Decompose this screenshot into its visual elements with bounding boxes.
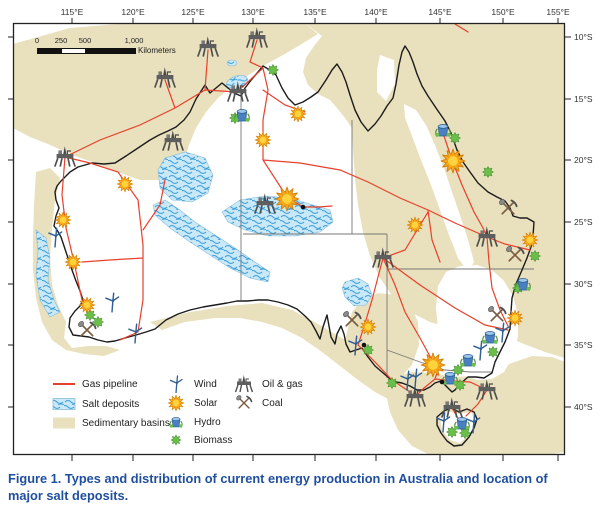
legend-item-salt-deposits: Salt deposits	[50, 395, 139, 413]
scale-label: 500	[78, 36, 92, 45]
lon-label: 155°E	[546, 7, 570, 17]
well-dot-icon	[300, 204, 306, 210]
lat-label: 25°S	[574, 217, 593, 227]
map-layers	[13, 23, 565, 455]
oil-gas-icon	[234, 375, 254, 393]
figure-caption: Figure 1. Types and distribution of curr…	[8, 471, 588, 504]
legend-item-biomass: Biomass	[162, 431, 232, 449]
lon-label: 125°E	[181, 7, 205, 17]
legend-label: Solar	[194, 397, 218, 409]
scale-label: 0	[34, 36, 40, 45]
legend-item-gas-pipeline: Gas pipeline	[50, 375, 138, 393]
scale-segment	[85, 48, 136, 54]
state-borders	[240, 96, 534, 378]
scale-label: 250	[54, 36, 68, 45]
legend-label: Wind	[194, 378, 217, 390]
biomass-icon	[92, 316, 104, 328]
axis-ticks	[8, 18, 571, 461]
biomass-icon	[487, 346, 499, 358]
legend-label: Oil & gas	[262, 378, 303, 390]
solar-icon	[289, 105, 307, 123]
scale-unit: Kilometers	[138, 46, 176, 55]
legend-item-solar: Solar	[162, 394, 217, 412]
well-dot-icon	[361, 342, 367, 348]
solar-icon	[167, 394, 185, 412]
lon-label: 120°E	[121, 7, 145, 17]
coal-icon	[234, 394, 253, 409]
solar-icon	[54, 211, 72, 229]
lat-label: 35°S	[574, 340, 593, 350]
legend-label: Salt deposits	[82, 398, 140, 410]
legend-label: Biomass	[194, 434, 233, 446]
coal-icon	[76, 319, 97, 337]
lon-label: 145°E	[428, 7, 452, 17]
wind-icon	[169, 375, 183, 393]
scale-segment	[61, 48, 87, 54]
lat-label: 40°S	[574, 402, 593, 412]
biomass-icon	[449, 132, 461, 144]
lon-label: 150°E	[491, 7, 515, 17]
legend-label: Sedimentary basins	[82, 417, 170, 429]
lat-label: 20°S	[574, 155, 593, 165]
biomass-icon	[529, 250, 541, 262]
lon-label: 130°E	[241, 7, 265, 17]
legend-item-hydro: Hydro	[162, 413, 221, 431]
sedimentary-basins-swatch	[53, 417, 75, 429]
biomass-icon	[386, 377, 398, 389]
legend-item-oil-gas: Oil & gas	[230, 375, 303, 393]
lat-label: 15°S	[574, 94, 593, 104]
australia-map-svg: 115°E 120°E 125°E 130°E 135°E 140°E 145°…	[8, 7, 593, 461]
lon-label: 115°E	[61, 7, 84, 17]
map-frame	[12, 22, 566, 456]
biomass-icon	[267, 64, 279, 76]
scale-segment	[37, 48, 63, 54]
scale-bar: 0 250 500 1,000 Kilometers	[30, 36, 220, 64]
lon-label: 140°E	[364, 7, 388, 17]
salt-deposits-swatch	[52, 398, 76, 410]
scale-label: 1,000	[124, 36, 144, 45]
lat-label: 10°S	[574, 32, 593, 42]
biomass-icon	[170, 434, 182, 446]
caption-line-1: Figure 1. Types and distribution of curr…	[8, 471, 548, 486]
legend-item-sedimentary-basins: Sedimentary basins	[50, 414, 170, 432]
lon-label: 135°E	[303, 7, 327, 17]
solar-icon	[254, 131, 272, 149]
caption-line-2: major salt deposits.	[8, 487, 129, 503]
lat-label: 30°S	[574, 279, 593, 289]
legend-item-wind: Wind	[162, 375, 217, 393]
axis-labels: 115°E 120°E 125°E 130°E 135°E 140°E 145°…	[61, 7, 593, 412]
legend-label: Gas pipeline	[82, 378, 138, 390]
biomass-icon	[482, 166, 494, 178]
well-dot-icon	[439, 379, 445, 385]
legend-label: Hydro	[194, 416, 221, 428]
hydro-icon	[169, 416, 183, 429]
legend-item-coal: Coal	[230, 394, 283, 412]
wind-icon	[105, 292, 120, 313]
gas-pipeline-swatch	[53, 383, 75, 385]
legend-label: Coal	[262, 397, 283, 409]
